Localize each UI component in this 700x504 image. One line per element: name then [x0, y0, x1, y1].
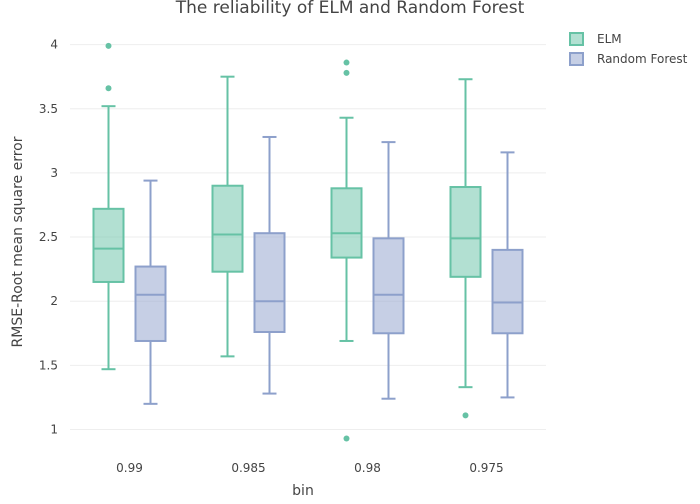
legend-swatch — [569, 52, 584, 66]
box-iqr — [92, 207, 125, 283]
y-tick-label: 3 — [50, 166, 58, 180]
box-iqr — [253, 232, 286, 333]
outlier-point — [343, 435, 350, 442]
x-tick-label: 0.975 — [469, 461, 503, 475]
box-random-forest-0.98[interactable] — [372, 141, 405, 400]
legend-item-elm[interactable]: ELM — [569, 32, 622, 46]
x-tick-label: 0.985 — [231, 461, 265, 475]
x-axis-ticks: 0.99 0.985 0.98 0.975 — [116, 461, 504, 475]
y-axis-ticks: 1 1.5 2 2.5 3 3.5 4 — [39, 38, 58, 437]
box-iqr — [372, 237, 405, 335]
legend-swatch — [569, 32, 584, 46]
box-random-forest-0.985[interactable] — [253, 135, 286, 395]
y-tick-label: 3.5 — [39, 102, 58, 116]
chart-title: The reliability of ELM and Random Forest — [175, 0, 525, 18]
box-iqr — [211, 184, 244, 273]
box-iqr — [330, 187, 363, 259]
legend-item-random-forest[interactable]: Random Forest — [569, 52, 688, 66]
box-elm-0.98[interactable] — [330, 59, 363, 442]
legend-label: Random Forest — [597, 52, 688, 66]
box-elm-0.99[interactable] — [92, 42, 125, 371]
outlier-point — [105, 42, 112, 49]
box-iqr — [134, 265, 167, 342]
x-tick-label: 0.99 — [116, 461, 143, 475]
box-elm-0.975[interactable] — [449, 78, 482, 419]
outlier-point — [343, 69, 350, 76]
boxes — [92, 42, 524, 442]
y-tick-label: 1 — [50, 423, 58, 437]
x-tick-label: 0.98 — [354, 461, 381, 475]
box-random-forest-0.99[interactable] — [134, 179, 167, 405]
y-tick-label: 1.5 — [39, 358, 58, 372]
y-axis-label: RMSE-Root mean square error — [10, 136, 26, 347]
y-tick-label: 4 — [50, 38, 58, 52]
legend[interactable]: ELM Random Forest — [569, 32, 688, 66]
box-elm-0.985[interactable] — [211, 75, 244, 358]
outlier-point — [105, 85, 112, 92]
box-random-forest-0.975[interactable] — [491, 151, 524, 399]
box-iqr — [449, 186, 482, 278]
outlier-point — [343, 59, 350, 66]
y-tick-label: 2 — [50, 294, 58, 308]
box-iqr — [491, 248, 524, 335]
outlier-point — [462, 412, 469, 419]
legend-label: ELM — [597, 32, 622, 46]
x-axis-label: bin — [292, 483, 314, 499]
y-tick-label: 2.5 — [39, 230, 58, 244]
